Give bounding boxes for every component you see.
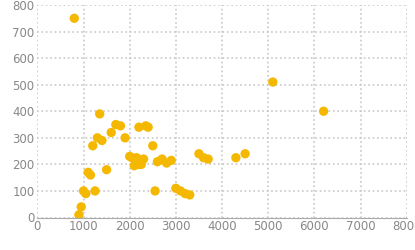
- Point: [112, 122, 119, 126]
- Point: [182, 192, 188, 196]
- Point: [200, 156, 207, 160]
- Point: [103, 168, 110, 172]
- Point: [131, 164, 138, 168]
- Point: [136, 162, 142, 166]
- Point: [108, 130, 115, 134]
- Point: [85, 170, 91, 174]
- Point: [71, 16, 78, 20]
- Point: [94, 136, 101, 140]
- Point: [269, 80, 276, 84]
- Point: [136, 125, 142, 129]
- Point: [129, 156, 135, 160]
- Point: [186, 193, 193, 197]
- Point: [92, 189, 98, 193]
- Point: [138, 162, 144, 166]
- Point: [133, 156, 140, 160]
- Point: [163, 161, 170, 165]
- Point: [76, 213, 82, 217]
- Point: [173, 186, 179, 190]
- Point: [205, 157, 212, 161]
- Point: [145, 125, 151, 129]
- Point: [78, 205, 85, 209]
- Point: [117, 124, 124, 128]
- Point: [242, 152, 249, 156]
- Point: [142, 124, 149, 128]
- Point: [149, 144, 156, 148]
- Point: [168, 158, 175, 162]
- Point: [122, 136, 128, 140]
- Point: [126, 154, 133, 158]
- Point: [87, 173, 94, 177]
- Point: [140, 157, 147, 161]
- Point: [195, 152, 202, 156]
- Point: [99, 138, 105, 142]
- Point: [96, 112, 103, 116]
- Point: [159, 157, 165, 161]
- Point: [152, 189, 159, 193]
- Point: [320, 109, 327, 113]
- Point: [80, 189, 87, 193]
- Point: [154, 160, 161, 164]
- Point: [232, 156, 239, 160]
- Point: [177, 189, 184, 193]
- Point: [89, 144, 96, 148]
- Point: [83, 192, 89, 196]
